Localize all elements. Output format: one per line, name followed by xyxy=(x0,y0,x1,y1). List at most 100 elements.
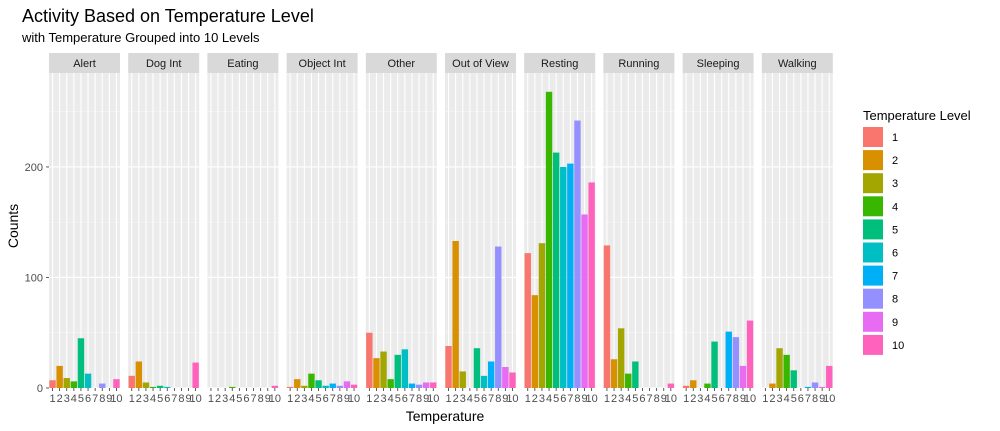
bar xyxy=(336,385,344,388)
x-tick-label: 9 xyxy=(581,393,587,405)
bar xyxy=(603,245,611,388)
x-tick-label: 9 xyxy=(502,393,508,405)
x-tick-label: 8 xyxy=(258,393,264,405)
bar xyxy=(776,348,783,388)
bar xyxy=(574,120,581,389)
panel-background xyxy=(49,73,120,388)
panel-background xyxy=(286,73,358,388)
legend-swatch xyxy=(863,265,883,286)
x-tick-label: 9 xyxy=(819,393,825,405)
x-tick-label: 8 xyxy=(733,393,739,405)
bar xyxy=(739,365,747,388)
legend-swatch xyxy=(863,334,883,355)
x-tick-label: 10 xyxy=(823,393,835,405)
x-tick-label: 1 xyxy=(49,393,55,405)
x-tick-label: 2 xyxy=(532,393,538,405)
facet-strip xyxy=(682,53,754,73)
bar xyxy=(495,246,502,388)
bar xyxy=(725,331,732,388)
bar xyxy=(545,91,553,388)
legend-label: 4 xyxy=(892,201,898,213)
panel-background xyxy=(603,73,675,388)
x-tick-label: 6 xyxy=(481,393,487,405)
bar xyxy=(329,383,336,388)
bar xyxy=(229,386,236,388)
legend-label: 2 xyxy=(892,155,898,167)
x-tick-label: 7 xyxy=(92,393,98,405)
facet-strip xyxy=(445,53,516,73)
legend-label: 3 xyxy=(892,178,898,190)
bar xyxy=(502,367,509,388)
legend-swatch xyxy=(863,288,883,309)
bar xyxy=(70,381,78,388)
x-tick-label: 4 xyxy=(229,393,235,405)
bar xyxy=(487,361,495,388)
facet-strip xyxy=(603,53,675,73)
panel-background xyxy=(365,73,437,388)
x-tick-label: 6 xyxy=(85,393,91,405)
panel-background xyxy=(682,73,754,388)
facet-strip xyxy=(207,53,279,73)
facet-strip xyxy=(128,53,200,73)
facet-panel: Eating 1 2 3 4 5 6 7 8 910 xyxy=(207,53,281,405)
x-tick-label: 8 xyxy=(416,393,422,405)
x-axis-label: Temperature xyxy=(406,408,485,424)
bar xyxy=(617,328,625,388)
x-tick-label: 4 xyxy=(308,393,314,405)
x-tick-label: 3 xyxy=(301,393,307,405)
x-tick-label: 1 xyxy=(366,393,372,405)
x-tick-label: 1 xyxy=(287,393,293,405)
bar xyxy=(84,373,92,388)
x-tick-label: 1 xyxy=(525,393,531,405)
facet-label: Alert xyxy=(73,58,96,70)
x-tick-label: 10 xyxy=(190,393,202,405)
y-tick-label: 200 xyxy=(25,162,43,174)
x-tick-label: 2 xyxy=(769,393,775,405)
bar xyxy=(567,163,574,388)
x-tick-label: 8 xyxy=(337,393,343,405)
facet-strip xyxy=(286,53,358,73)
x-tick-label: 9 xyxy=(344,393,350,405)
facet-panel: Out of View 1 2 3 4 5 6 7 8 910 xyxy=(445,53,519,405)
facet-label: Walking xyxy=(778,58,817,70)
bar xyxy=(625,373,632,388)
x-tick-label: 7 xyxy=(330,393,336,405)
x-tick-label: 7 xyxy=(726,393,732,405)
facet-label: Out of View xyxy=(452,58,509,70)
facet-panel: Alert 1 2 3 4 5 6 7 8 910 xyxy=(49,53,123,405)
bar xyxy=(430,382,437,388)
facet-panel: Object Int 1 2 3 4 5 6 7 8 910 xyxy=(286,53,360,405)
x-tick-label: 8 xyxy=(812,393,818,405)
facet-strip xyxy=(365,53,437,73)
bar xyxy=(811,382,819,388)
panel-background xyxy=(207,73,279,388)
x-tick-label: 9 xyxy=(661,393,667,405)
facet-label: Dog Int xyxy=(146,58,181,70)
bar xyxy=(682,385,690,388)
x-tick-label: 3 xyxy=(539,393,545,405)
chart-title: Activity Based on Temperature Level xyxy=(22,6,314,26)
x-tick-label: 5 xyxy=(711,393,717,405)
bar xyxy=(509,372,516,388)
bar xyxy=(783,354,790,388)
facet-label: Other xyxy=(388,58,416,70)
legend-swatch xyxy=(863,173,883,194)
x-tick-label: 8 xyxy=(178,393,184,405)
x-tick-label: 2 xyxy=(136,393,142,405)
x-tick-label: 4 xyxy=(150,393,156,405)
x-tick-label: 6 xyxy=(798,393,804,405)
x-tick-label: 5 xyxy=(78,393,84,405)
x-tick-label: 2 xyxy=(611,393,617,405)
x-tick-label: 4 xyxy=(388,393,394,405)
legend-items: 1 2 3 4 5 6 7 8 9 10 xyxy=(863,127,904,355)
bar xyxy=(99,383,106,388)
legend-swatch xyxy=(863,242,883,263)
bar xyxy=(531,295,539,388)
x-tick-label: 1 xyxy=(762,393,768,405)
x-tick-label: 7 xyxy=(646,393,652,405)
y-tick-label: 0 xyxy=(37,383,43,395)
x-tick-label: 6 xyxy=(164,393,170,405)
x-tick-label: 10 xyxy=(427,393,439,405)
bar xyxy=(408,383,416,388)
x-tick-label: 5 xyxy=(791,393,797,405)
